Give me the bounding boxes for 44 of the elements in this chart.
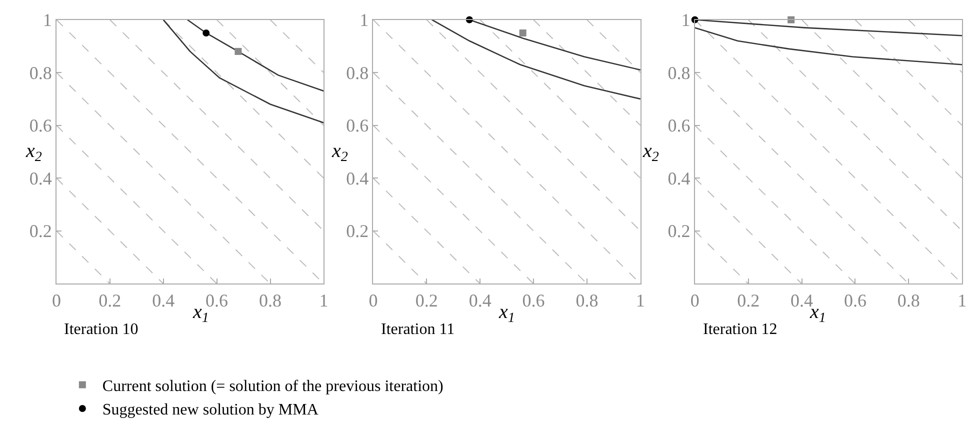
x-axis-title: x$_{1}$ — [498, 301, 515, 326]
y-axis-title: x$_{2}$ — [331, 140, 348, 166]
y-tick-label: 0.6 — [668, 116, 690, 136]
y-tick-label: 1 — [681, 10, 690, 30]
y-tick-label: 0.4 — [346, 168, 369, 188]
line-series — [431, 20, 640, 100]
x-tick-label: 0.2 — [98, 290, 122, 310]
line-series — [162, 20, 324, 124]
x-tick-label: 0.4 — [468, 290, 492, 310]
y-tick-label: 0.2 — [29, 221, 52, 242]
y-tick-label: 0.4 — [668, 168, 690, 188]
y-tick-label: 1 — [360, 10, 369, 30]
line-series — [694, 27, 962, 66]
x-tick-label: 0 — [690, 290, 700, 310]
legend-label: Suggested new solution by MMA — [102, 402, 319, 419]
text: Iteration 10 — [64, 321, 138, 338]
y-tick-label: 0.4 — [29, 168, 52, 188]
y-tick-label: 0.2 — [668, 221, 690, 242]
text: Iteration 12 — [703, 321, 778, 338]
y-tick-label: 0.6 — [346, 116, 369, 136]
y-tick-label: 0.2 — [346, 221, 369, 242]
x-tick-label: 0.2 — [415, 290, 438, 310]
legend-label: Current solution (= solution of the previous iteration) — [102, 378, 444, 395]
x-tick-label: 0.4 — [152, 290, 175, 310]
x-tick-label: 0 — [52, 290, 61, 310]
x-tick-label: 1 — [319, 290, 328, 310]
y-tick-label: 0.8 — [668, 62, 690, 83]
y-tick-label: 0.8 — [29, 62, 52, 83]
x-tick-label: 0.6 — [522, 290, 545, 310]
x-tick-label: 1 — [958, 290, 967, 310]
y-axis-title: x$_{2}$ — [25, 140, 42, 166]
x-tick-label: 0.8 — [576, 290, 598, 310]
y-tick-label: 0.6 — [29, 116, 52, 136]
y-tick-label: 1 — [42, 10, 52, 30]
x-tick-label: 0.2 — [737, 290, 760, 310]
y-tick-label: 0.8 — [346, 62, 369, 83]
line-series — [186, 20, 324, 92]
x-tick-label: 1 — [636, 290, 645, 310]
x-tick-label: 0 — [368, 290, 378, 310]
x-tick-label: 0.8 — [897, 290, 920, 310]
x-tick-label: 0.8 — [259, 290, 282, 310]
x-tick-label: 0.6 — [844, 290, 866, 310]
text: Iteration 11 — [381, 321, 455, 338]
y-axis-title: x$_{2}$ — [642, 140, 659, 166]
